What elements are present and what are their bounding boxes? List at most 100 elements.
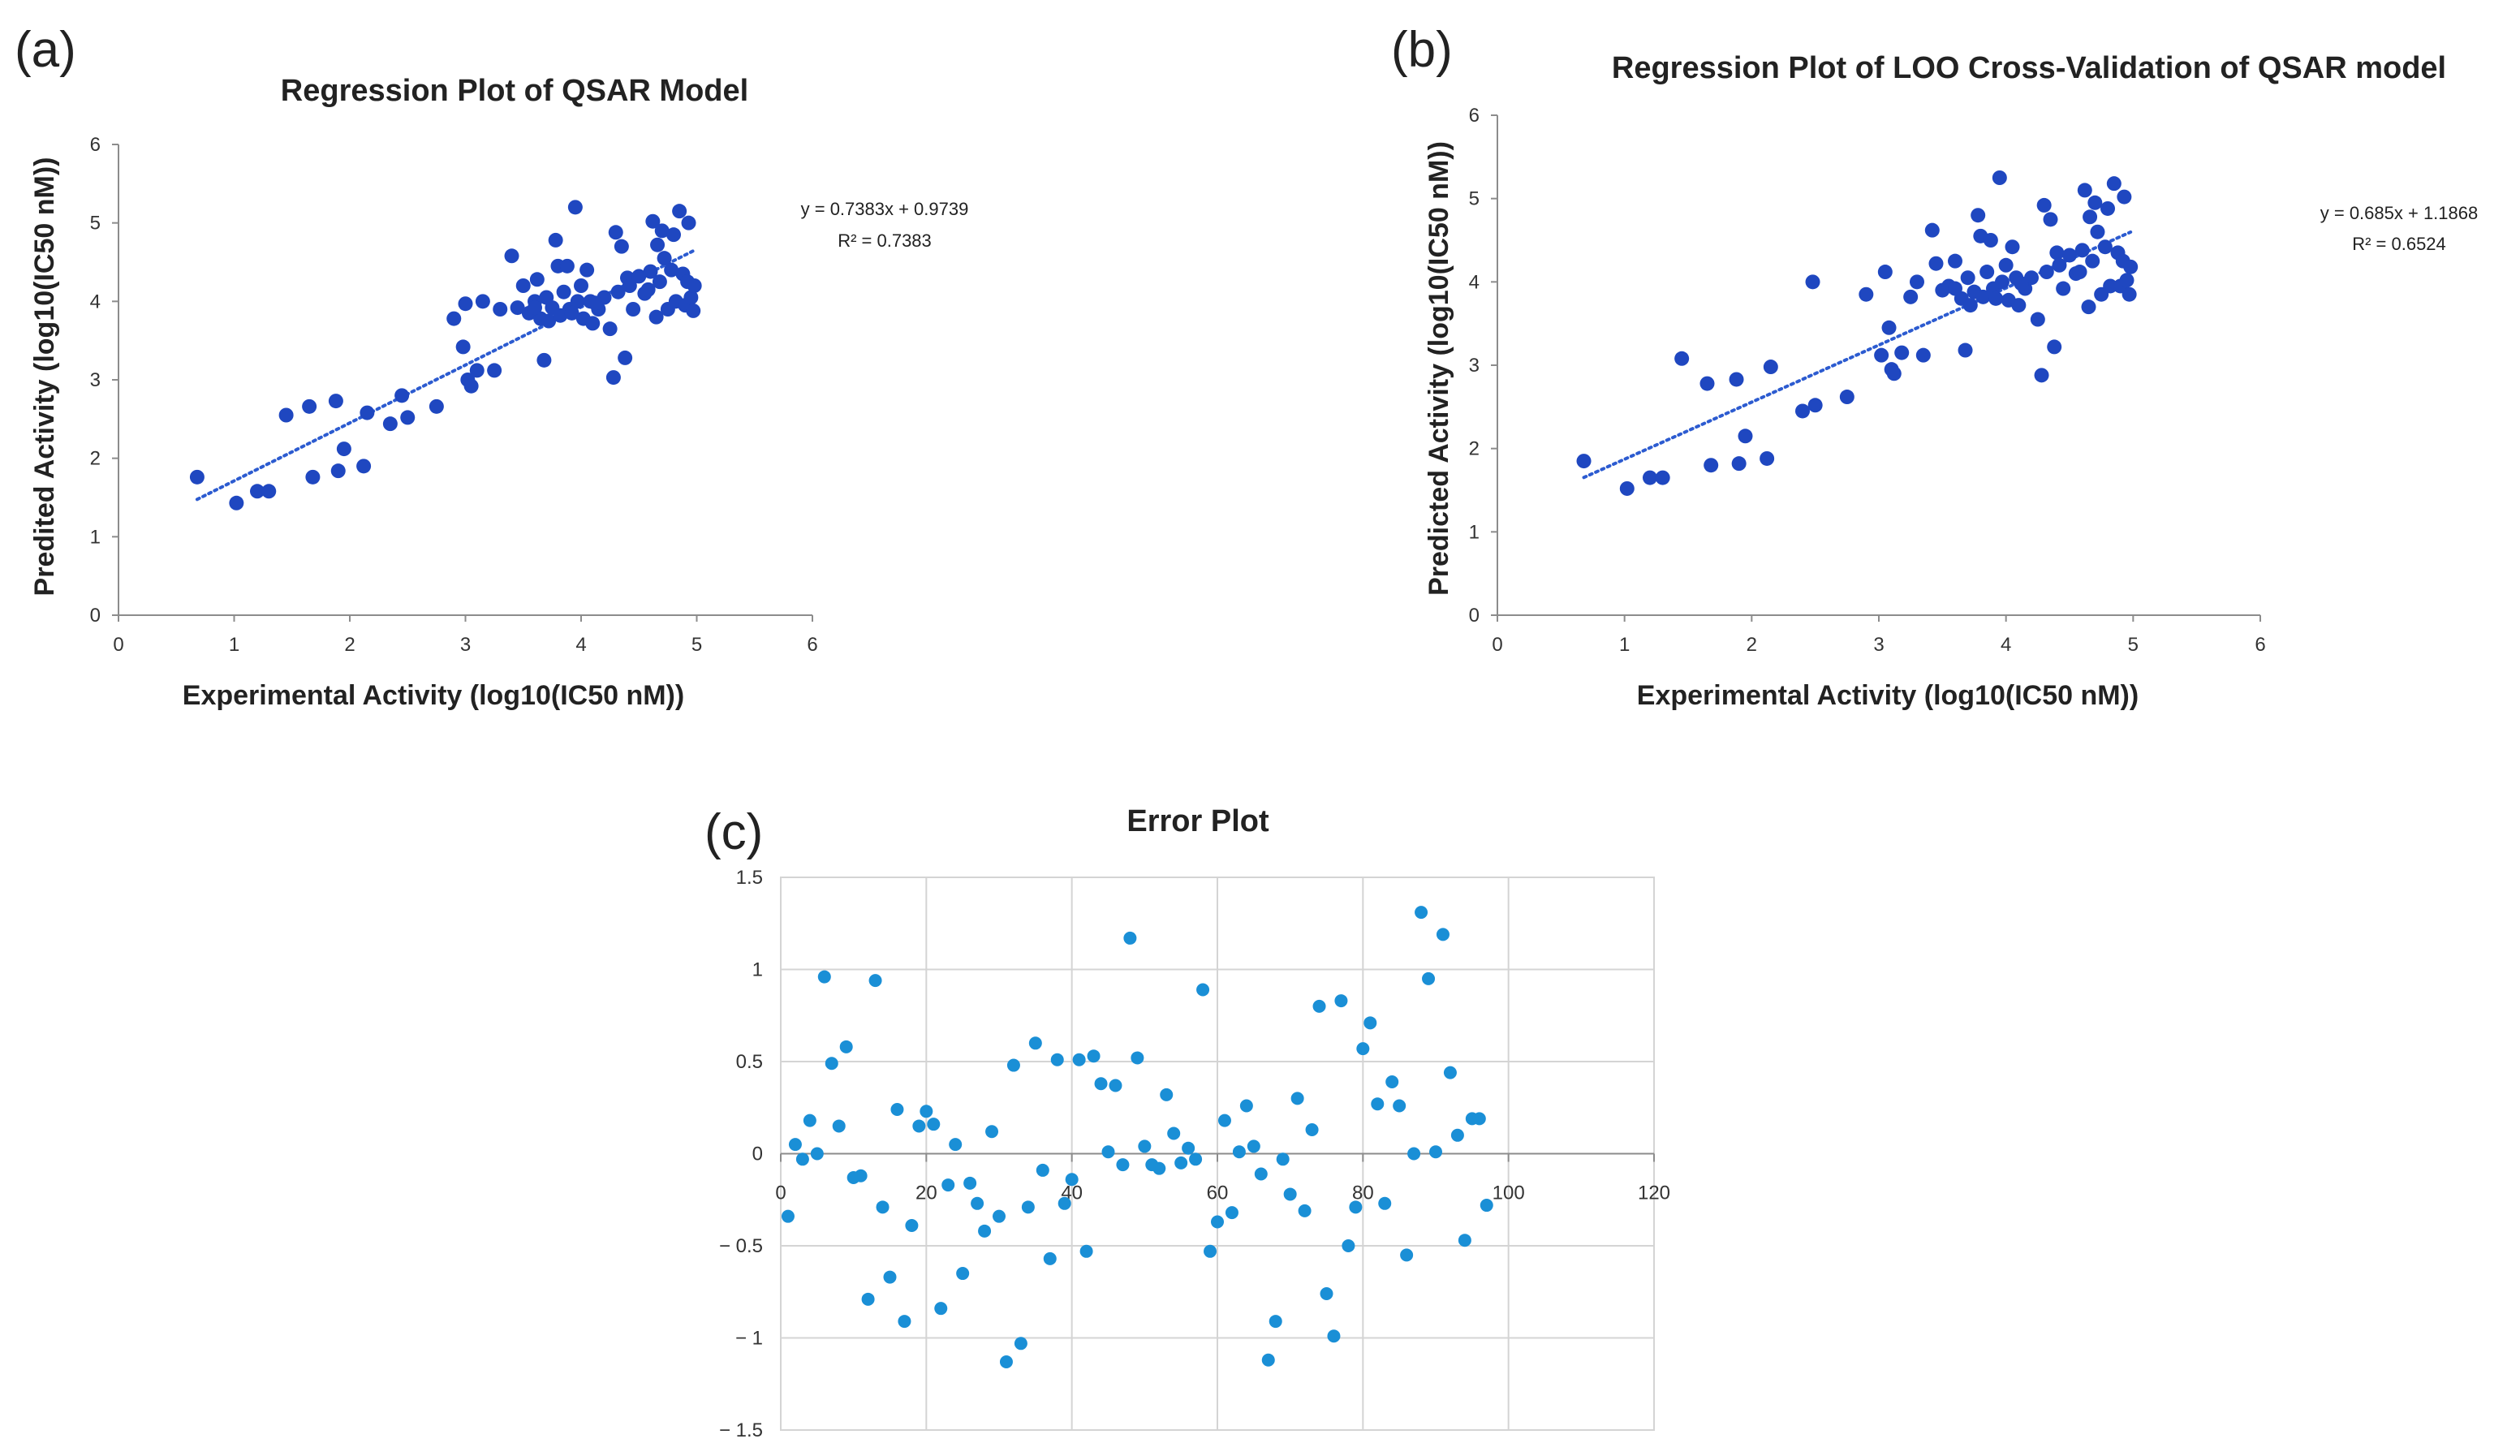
data-point <box>2103 278 2118 294</box>
panel-c-label: (c) <box>704 804 763 860</box>
data-point <box>602 321 618 337</box>
data-point <box>666 227 681 243</box>
data-point <box>528 300 542 316</box>
data-point <box>861 1292 875 1306</box>
data-point <box>1979 265 1995 280</box>
data-point <box>336 442 351 457</box>
panel-a-label: (a) <box>15 22 76 78</box>
data-point <box>1196 983 1210 997</box>
data-point <box>2085 253 2100 269</box>
x-tick-label: 0 <box>775 1182 786 1204</box>
data-point <box>1232 1145 1246 1159</box>
panel-c-axes <box>780 1152 1655 1162</box>
data-point <box>1915 347 1931 363</box>
data-point <box>1731 456 1747 472</box>
data-point <box>1225 1206 1238 1220</box>
x-tick-label: 2 <box>344 634 355 656</box>
data-point <box>1247 1139 1260 1153</box>
data-point <box>1160 1088 1174 1101</box>
data-point <box>1962 298 1978 313</box>
data-point <box>305 469 321 485</box>
data-point <box>2039 265 2054 280</box>
data-point <box>854 1169 868 1182</box>
data-point <box>1320 1287 1333 1301</box>
data-point <box>2097 239 2113 255</box>
panel-b-loo-regression-plot: (b) Regression Plot of LOO Cross-Validat… <box>1391 22 2478 711</box>
y-tick-label: 3 <box>1469 355 1480 377</box>
data-point <box>1305 1122 1319 1136</box>
panel-a-axes <box>112 144 813 622</box>
data-point <box>2043 212 2058 227</box>
data-point <box>1028 1036 1042 1050</box>
data-point <box>898 1315 911 1329</box>
data-point <box>956 1267 970 1281</box>
data-point <box>510 300 525 316</box>
data-point <box>2062 248 2077 263</box>
data-point <box>1006 1058 1020 1072</box>
data-point <box>548 232 563 248</box>
data-point <box>640 282 656 297</box>
data-point <box>657 251 672 266</box>
data-point <box>941 1178 955 1192</box>
data-point <box>1239 1099 1253 1113</box>
data-point <box>1269 1315 1282 1329</box>
data-point <box>278 407 294 423</box>
data-point <box>1458 1234 1471 1247</box>
data-point <box>1109 1079 1122 1092</box>
data-point <box>1167 1126 1181 1140</box>
x-tick-label: 80 <box>1352 1182 1374 1204</box>
data-point <box>1948 281 1962 296</box>
data-point <box>2083 209 2098 225</box>
data-point <box>618 350 633 365</box>
data-point <box>1877 265 1893 280</box>
data-point <box>559 258 575 274</box>
data-point <box>564 305 579 321</box>
panel-b-axes <box>1491 114 2261 622</box>
data-point <box>189 469 205 485</box>
data-point <box>2106 176 2122 192</box>
data-point <box>2034 368 2049 383</box>
data-point <box>993 1209 1006 1223</box>
data-point <box>1480 1199 1493 1213</box>
data-point <box>825 1057 838 1070</box>
data-point <box>1971 208 1986 223</box>
y-tick-label: 6 <box>90 134 101 156</box>
panel-a-y-axis-title: Predited Activity (log10(IC50 nM)) <box>29 157 60 597</box>
data-point <box>2090 224 2105 239</box>
data-point <box>1576 454 1592 469</box>
y-tick-label: 0.5 <box>736 1051 763 1073</box>
data-point <box>1760 450 1775 466</box>
panel-b-equation: y = 0.685x + 1.1868 <box>2320 203 2479 223</box>
data-point <box>1036 1163 1049 1177</box>
data-point <box>1407 1147 1421 1161</box>
panel-c-points <box>781 906 1493 1369</box>
data-point <box>610 284 626 299</box>
data-point <box>963 1176 977 1190</box>
data-point <box>2030 312 2045 327</box>
panel-a-x-axis-title: Experimental Activity (log10(IC50 nM)) <box>183 680 684 711</box>
data-point <box>1349 1200 1363 1214</box>
y-tick-label: 4 <box>1469 271 1480 293</box>
data-point <box>493 302 508 317</box>
data-point <box>1422 971 1436 985</box>
data-point <box>1058 1196 1071 1210</box>
data-point <box>556 284 571 299</box>
data-point <box>1211 1215 1224 1229</box>
y-tick-label: 2 <box>90 448 101 470</box>
data-point <box>2011 298 2027 313</box>
data-point <box>1276 1152 1290 1166</box>
data-point <box>920 1105 933 1118</box>
data-point <box>1886 366 1902 381</box>
data-point <box>1960 270 1975 286</box>
data-point <box>1643 470 1657 485</box>
data-point <box>985 1125 999 1139</box>
y-tick-label: 0 <box>90 605 101 627</box>
data-point <box>1874 347 1889 363</box>
x-tick-label: 0 <box>113 634 123 656</box>
panel-b-title: Regression Plot of LOO Cross-Validation … <box>1612 51 2446 85</box>
data-point <box>1839 390 1854 405</box>
data-point <box>832 1119 846 1133</box>
y-tick-label: 0 <box>1469 605 1480 627</box>
data-point <box>1699 376 1715 391</box>
